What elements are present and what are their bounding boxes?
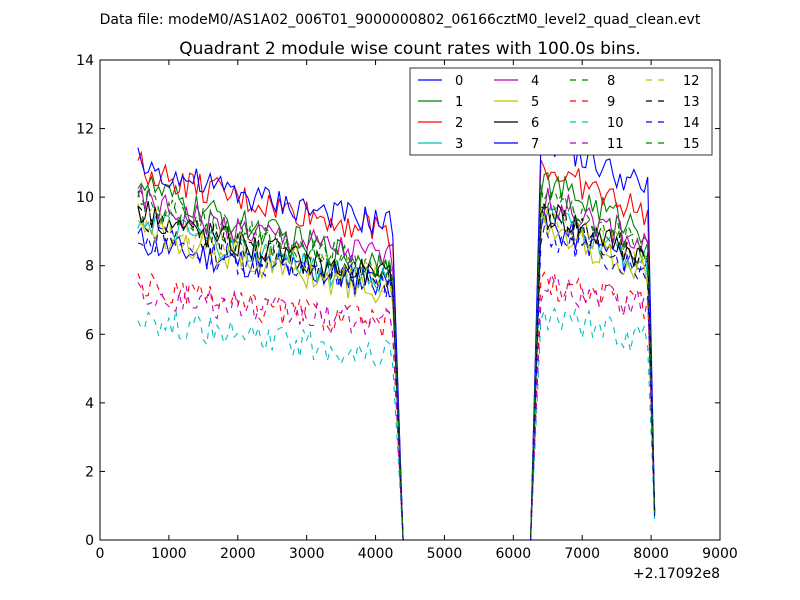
series-line-11: [137, 271, 656, 541]
axis-layer: 0 1000 2000 3000 4000 5000 6000 7000 8000 9000 0 2 4…: [76, 53, 738, 562]
y-tick-label: 4: [85, 396, 94, 412]
x-tick-label: 7000: [564, 546, 600, 562]
x-tick-label: 1000: [151, 546, 187, 562]
series-line-4: [137, 185, 656, 541]
x-tick-label: 5000: [427, 546, 463, 562]
series-line-5: [137, 203, 656, 541]
y-tick-label: 10: [76, 190, 94, 206]
legend-label-1: 1: [455, 95, 463, 110]
series-line-8: [137, 184, 656, 541]
chart-title: Quadrant 2 module wise count rates with …: [179, 39, 640, 59]
legend-label-14: 14: [683, 116, 700, 131]
legend-label-15: 15: [683, 137, 700, 152]
y-tick-label: 12: [76, 122, 94, 138]
legend-label-0: 0: [455, 74, 463, 89]
legend-label-9: 9: [607, 95, 615, 110]
series-layer: [137, 124, 656, 541]
figure-suptitle: Data file: modeM0/AS1A02_006T01_90000008…: [100, 12, 701, 28]
legend-label-5: 5: [531, 95, 539, 110]
legend-label-6: 6: [531, 116, 539, 131]
legend-label-2: 2: [455, 116, 463, 131]
legend-label-13: 13: [683, 95, 700, 110]
legend-label-3: 3: [455, 137, 463, 152]
y-tick-label: 8: [85, 259, 94, 275]
series-line-1: [137, 172, 656, 541]
y-tick-label: 2: [85, 464, 94, 480]
legend-frame: [409, 67, 713, 156]
x-tick-label: 9000: [702, 546, 738, 562]
legend-label-7: 7: [531, 137, 539, 152]
legend-label-4: 4: [531, 74, 539, 89]
legend-label-10: 10: [607, 116, 624, 131]
x-tick-label: 8000: [633, 546, 669, 562]
x-tick-label: 3000: [289, 546, 325, 562]
legend-label-12: 12: [683, 74, 700, 89]
x-tick-label: 4000: [358, 546, 394, 562]
series-line-12: [137, 204, 656, 541]
y-tick-label: 6: [85, 327, 94, 343]
x-offset-label: +2.17092e8: [633, 566, 720, 582]
legend-label-11: 11: [607, 137, 624, 152]
plot-frame: [99, 59, 721, 541]
x-tick-label: 0: [96, 546, 105, 562]
legend-label-8: 8: [607, 74, 615, 89]
series-line-15: [137, 184, 656, 541]
x-tick-label: 6000: [496, 546, 532, 562]
series-line-10: [137, 307, 656, 541]
series-line-2: [137, 150, 656, 541]
y-tick-label: 0: [85, 533, 94, 549]
y-tick-label: 14: [76, 53, 94, 69]
x-tick-label: 2000: [220, 546, 256, 562]
